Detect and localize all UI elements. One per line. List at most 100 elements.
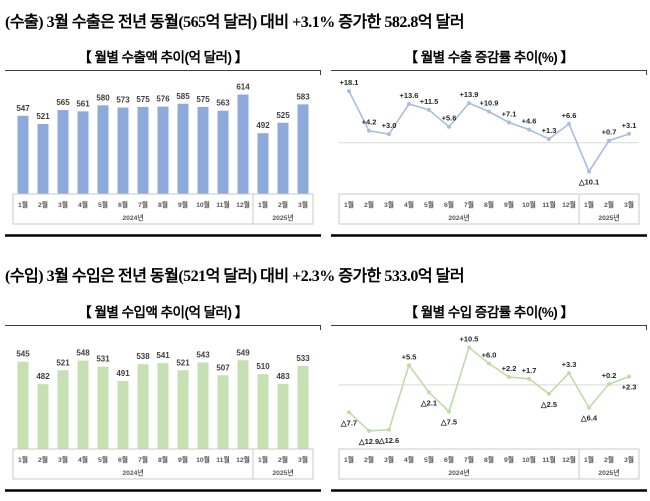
data-point (467, 101, 471, 106)
data-point-label: +4.6 (522, 117, 537, 126)
export-growth-panel: 【 월별 수출 증감률 추이(%) 】 +18.1 +4.2 +3.0 +13.6 +1… (331, 48, 647, 242)
data-point (447, 409, 451, 414)
x-axis-month-label: 10월 (196, 455, 210, 464)
data-point-label: △2.5 (540, 400, 557, 409)
export-amount-chart-title: 【 월별 수출액 추이(억 달러) 】 (78, 50, 248, 65)
x-axis-month-label: 11월 (542, 200, 555, 209)
data-point-label: △10.1 (578, 177, 599, 186)
bar (277, 122, 289, 194)
x-axis-month-label: 3월 (298, 455, 308, 464)
bar (217, 110, 229, 194)
import-growth-chart-title: 【 월별 수입 증감률 추이(%) 】 (404, 305, 574, 320)
data-point-label: +5.5 (402, 352, 417, 361)
data-point (467, 345, 471, 350)
data-point-label: +2.2 (502, 364, 517, 373)
x-axis-year-label: 2024년 (122, 468, 143, 477)
data-point-label: △12.9 (358, 437, 379, 446)
x-axis-month-label: 3월 (58, 200, 68, 209)
bar-value-label: 538 (136, 352, 150, 361)
x-axis-month-label: 10월 (522, 455, 536, 464)
bar-value-label: 580 (96, 93, 110, 102)
data-point-label: +3.0 (382, 121, 397, 130)
bar-value-label: 510 (256, 362, 270, 371)
data-point (607, 382, 611, 387)
x-axis-box (12, 448, 314, 480)
data-point (487, 361, 491, 366)
bar (297, 104, 309, 194)
data-point-label: +13.9 (460, 90, 479, 99)
x-axis-box (338, 193, 640, 225)
x-axis-year-label: 2024년 (122, 213, 143, 222)
bar-value-label: 521 (36, 112, 50, 121)
x-axis-month-label: 7월 (464, 455, 474, 464)
x-axis-month-label: 11월 (216, 455, 229, 464)
data-point (507, 120, 511, 125)
data-point (607, 138, 611, 143)
data-point (527, 376, 531, 381)
import-growth-panel: 【 월별 수입 증감률 추이(%) 】 △7.7 △12.9 △12.6 +5.5 △2… (331, 303, 647, 497)
bar (97, 105, 109, 194)
bar-value-label: 547 (16, 104, 30, 113)
bar-value-label: 563 (216, 99, 230, 108)
bar (277, 383, 289, 449)
x-axis-month-label: 2월 (278, 200, 288, 209)
x-axis-month-label: 1월 (258, 200, 268, 209)
x-axis-month-label: 12월 (236, 200, 250, 209)
x-axis-month-label: 3월 (624, 455, 634, 464)
data-point (587, 169, 591, 174)
bar (37, 124, 49, 194)
x-axis-month-label: 2월 (38, 200, 48, 209)
bar-value-label: 549 (236, 348, 250, 357)
data-point-label: +11.5 (420, 97, 439, 106)
x-axis-month-label: 8월 (158, 200, 168, 209)
export-growth-line-chart: +18.1 +4.2 +3.0 +13.6+11.5+5.6 +13.9+10.9+7.… (331, 70, 647, 237)
bar-value-label: 585 (176, 92, 190, 101)
x-axis-year-label: 2025년 (272, 213, 293, 222)
bar-value-label: 573 (116, 96, 130, 105)
bar (177, 370, 189, 449)
bar (17, 361, 29, 449)
data-point (567, 121, 571, 126)
data-point-label: △7.5 (440, 418, 457, 427)
data-point-label: +18.1 (340, 78, 359, 87)
x-axis-month-label: 1월 (18, 200, 28, 209)
data-point-label: △12.6 (378, 436, 399, 445)
bar-value-label: 541 (156, 351, 170, 360)
bar-value-label: 507 (216, 363, 230, 372)
x-axis-month-label: 5월 (424, 455, 434, 464)
data-point-label: +6.0 (482, 351, 497, 360)
x-axis-month-label: 1월 (344, 200, 354, 209)
bar-value-label: 521 (56, 358, 70, 367)
x-axis-year-label: 2025년 (598, 213, 619, 222)
data-point (427, 390, 431, 395)
data-point-label: +4.2 (362, 118, 377, 127)
data-point (507, 375, 511, 380)
x-axis-box (338, 448, 640, 480)
bar (57, 370, 69, 449)
export-amount-bar-chart: 547 521 565 561 580 573 575 576 585 575 563 614 492 5… (5, 70, 321, 237)
data-point-label: +2.3 (622, 383, 637, 392)
import-growth-line-chart: △7.7 △12.9 △12.6 +5.5 △2.1 △7.5 +10.5+6.0 +2.2 +… (331, 325, 647, 492)
x-axis-month-label: 8월 (484, 200, 494, 209)
export-growth-chart-title: 【 월별 수출 증감률 추이(%) 】 (404, 50, 574, 65)
bar (17, 115, 29, 194)
bar (157, 106, 169, 194)
data-point-label: +3.3 (562, 360, 577, 369)
x-axis-month-label: 2월 (364, 200, 374, 209)
x-axis-month-label: 5월 (98, 455, 108, 464)
x-axis-month-label: 11월 (216, 200, 229, 209)
bar (197, 106, 209, 194)
data-point (627, 131, 631, 136)
bar-value-label: 533 (296, 354, 310, 363)
data-point-label: +5.6 (442, 114, 457, 123)
bar-value-label: 545 (16, 350, 30, 359)
bar (37, 384, 49, 449)
data-point (367, 428, 371, 433)
data-point (407, 101, 411, 106)
x-axis-month-label: 9월 (178, 200, 188, 209)
data-point (407, 363, 411, 368)
bar (237, 94, 249, 194)
x-axis-box (12, 193, 314, 225)
data-point (427, 107, 431, 112)
